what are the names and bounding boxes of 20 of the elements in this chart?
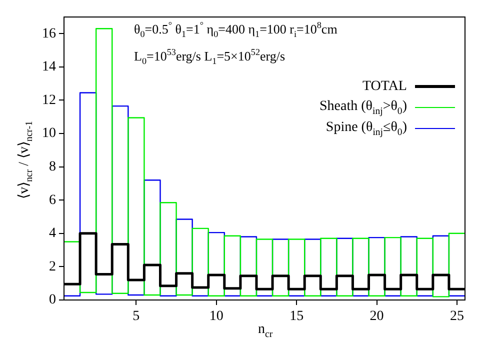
x-tick-label: 10 [209, 309, 224, 324]
y-tick-label: 12 [42, 92, 56, 108]
text: L$_{0}$=10$^{53}$erg/s L$_{1}$=5×10$^{52}$erg/s [134, 47, 286, 66]
x-tick-label: 25 [450, 309, 464, 324]
y-tick-label: 0 [49, 292, 56, 308]
x-axis-title: n$_{cr}$ [258, 322, 273, 340]
legend-label: Sheath (θ$_{inj}$>θ$_{0}$) [319, 98, 407, 116]
y-tick-label: 10 [42, 126, 56, 142]
y-tick-label: 6 [49, 192, 56, 208]
y-tick-label: 14 [42, 60, 56, 75]
y-tick-label: 4 [49, 226, 56, 242]
y-tick-label: 2 [49, 259, 56, 274]
y-tick-label: 8 [49, 159, 56, 174]
x-tick-label: 5 [132, 309, 140, 324]
legend-label: Spine (θ$_{inj}$≤θ$_{0}$) [326, 120, 407, 138]
y-tick-label: 16 [42, 26, 56, 42]
legend-label: TOTAL [362, 78, 407, 94]
x-tick-label: 20 [370, 309, 384, 324]
text: θ$_{0}$=0.5$^{°}$ θ$_{1}$=1$^{°}$ η$_{0}$=400 η$_{1}$=100 r$_{i}$=10$^{8}$cm [134, 20, 338, 39]
x-tick-label: 15 [290, 309, 304, 324]
